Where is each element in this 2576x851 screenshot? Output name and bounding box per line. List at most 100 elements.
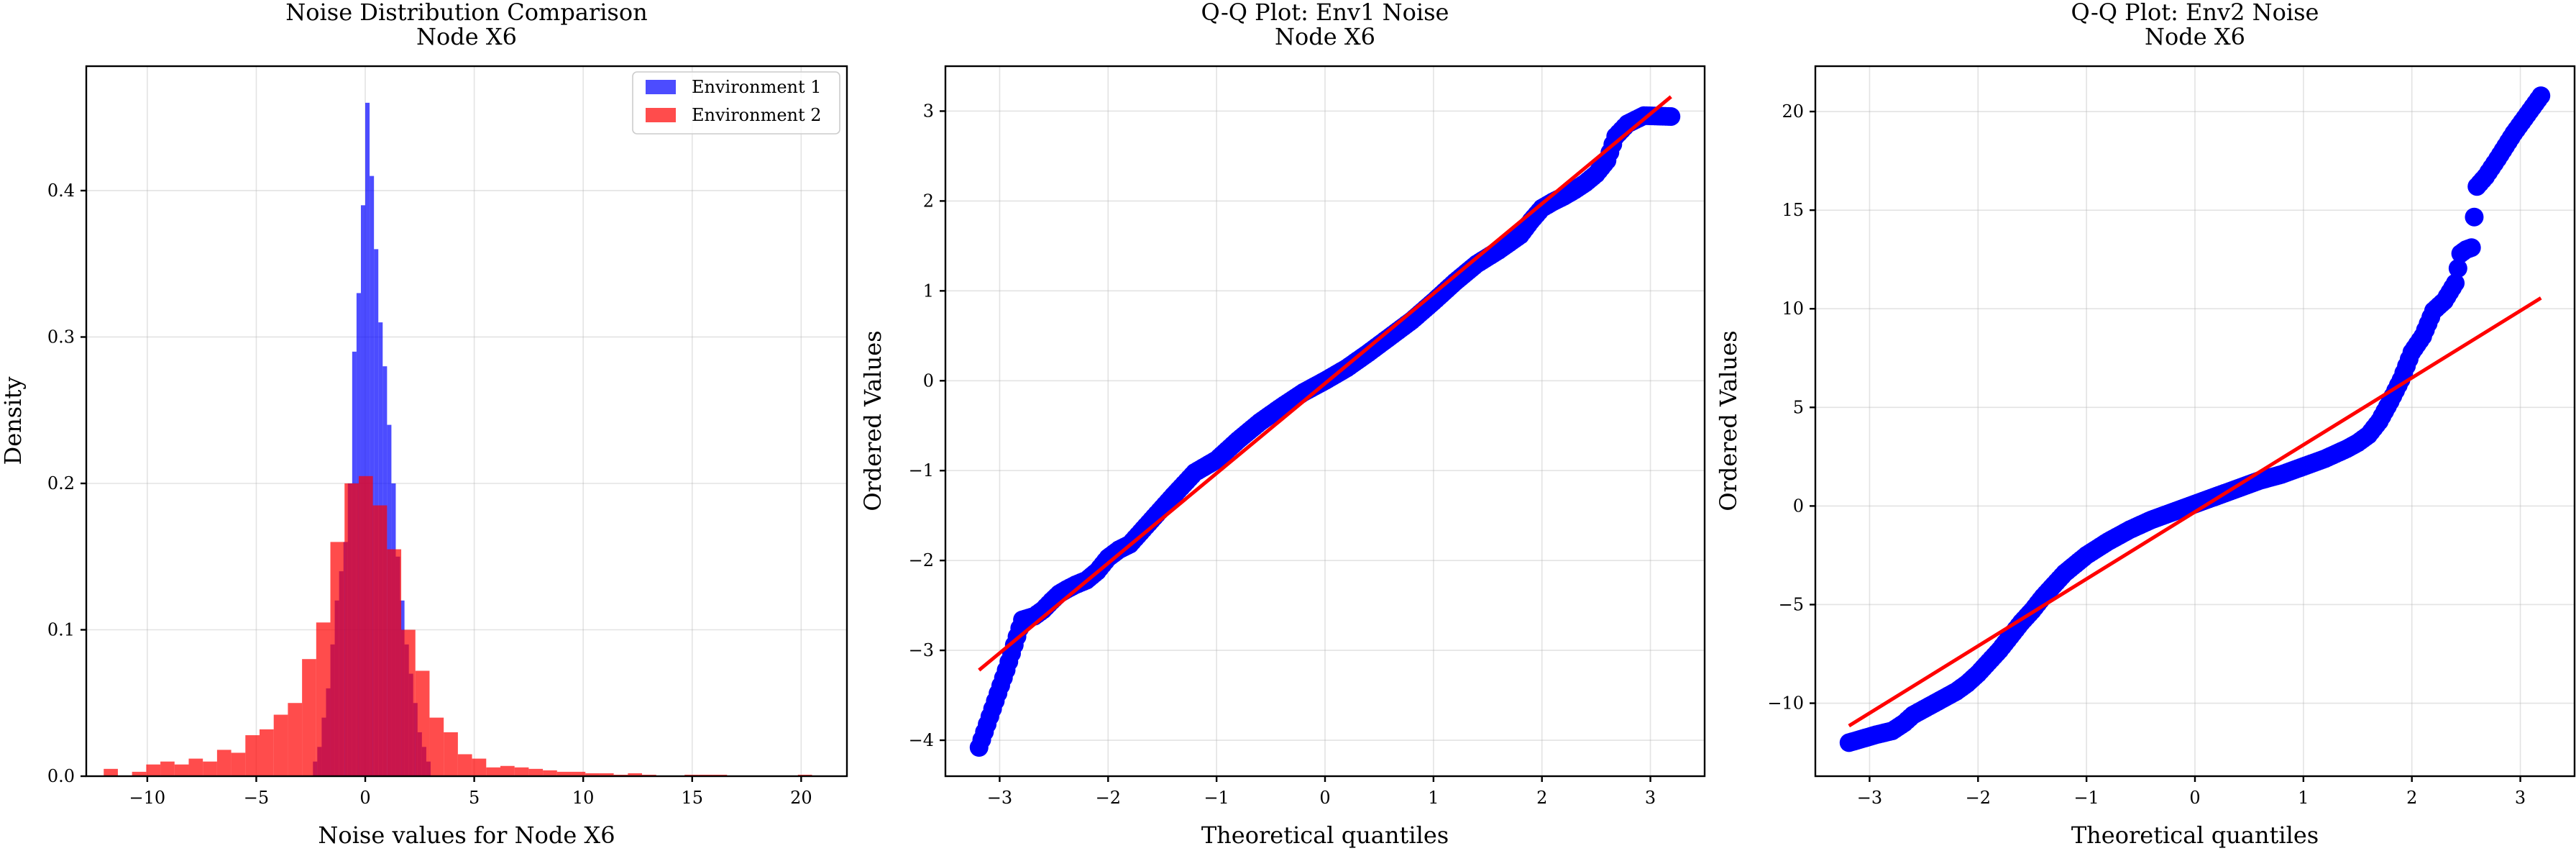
qq-env2-x-tick-label: 3 (2515, 788, 2526, 808)
qq-env2-y-tick-label: 5 (1793, 397, 1804, 417)
histogram-bar-env2 (302, 659, 316, 776)
histogram-x-tick-label: −10 (129, 788, 166, 808)
histogram-y-tick-label: 0.0 (47, 766, 75, 786)
histogram-bar-env2 (429, 717, 444, 776)
histogram-x-ticks: −10 −5 0 5 10 15 20 (129, 776, 812, 808)
qq-env2-x-tick-label: −3 (1857, 788, 1882, 808)
histogram-bar-env2 (457, 754, 472, 776)
histogram-legend: Environment 1 Environment 2 (632, 71, 840, 135)
histogram-y-ticks: 0.0 0.1 0.2 0.3 0.4 (47, 181, 86, 786)
qq-env1-x-tick-label: 1 (1428, 788, 1439, 808)
histogram-bar-env2 (288, 703, 303, 776)
histogram-y-tick-label: 0.1 (47, 619, 75, 640)
qq-env2-x-axis-label: Theoretical quantiles (2071, 822, 2319, 849)
qq-env1-marks (969, 95, 1681, 757)
qq-env1-x-tick-label: 0 (1319, 788, 1330, 808)
qq-env2-point (2446, 273, 2465, 293)
qq-env1-x-tick-label: 2 (1536, 788, 1547, 808)
qq-env1-y-tick-label: 2 (923, 191, 934, 211)
qq-env1-y-tick-label: 1 (923, 281, 934, 301)
histogram-x-tick-label: 10 (572, 788, 595, 808)
qq-env1-title: Q-Q Plot: Env1 Noise (1201, 0, 1449, 26)
histogram-x-tick-label: −5 (244, 788, 269, 808)
histogram-bar-env2 (188, 758, 203, 776)
qq-env2-marks (1839, 86, 2551, 752)
histogram-bar-env2 (599, 773, 614, 776)
histogram-y-tick-label: 0.3 (47, 327, 75, 347)
qq-env1-x-axis-label: Theoretical quantiles (1201, 822, 1449, 849)
histogram-bar-env2 (216, 750, 232, 776)
histogram-y-tick-label: 0.4 (47, 181, 75, 201)
qq-env2-y-tick-label: 10 (1782, 299, 1804, 319)
histogram-bar-env2 (387, 549, 402, 776)
panel-qq-env2: Q-Q Plot: Env2 Noise Node X6 −3 −2 −1 0 1 2 3 … (1715, 0, 2576, 849)
qq-env2-y-tick-label: 20 (1782, 101, 1804, 122)
histogram-bar-env2 (273, 714, 288, 776)
qq-env2-x-tick-label: −2 (1966, 788, 1991, 808)
histogram-bar-env2 (556, 771, 572, 776)
qq-env1-x-tick-label: −2 (1096, 788, 1121, 808)
legend-box (632, 71, 840, 135)
histogram-bar-env2 (543, 770, 557, 776)
qq-env1-point (1661, 106, 1681, 126)
qq-env2-y-tick-label: −10 (1767, 693, 1804, 714)
histogram-bar-env2 (203, 761, 217, 776)
histogram-bar-env2 (358, 475, 373, 776)
histogram-bar-env2 (514, 767, 529, 776)
histogram-bar-env2 (486, 767, 500, 776)
histogram-bar-env2 (104, 768, 118, 776)
qq-env1-y-tick-label: −3 (909, 640, 934, 660)
qq-env1-grid (945, 66, 1705, 776)
histogram-bar-env2 (330, 542, 345, 776)
qq-env2-point (2448, 259, 2467, 278)
panel-qq-env1: Q-Q Plot: Env1 Noise Node X6 −3 −2 −1 0 1 2 3 … (859, 0, 1706, 849)
qq-env2-grid (1815, 66, 2575, 776)
qq-env1-x-tick-label: −1 (1204, 788, 1229, 808)
histogram-bar-env2 (132, 771, 147, 776)
qq-env2-point (2531, 86, 2551, 106)
qq-env2-point (2465, 207, 2484, 227)
qq-env2-y-tick-label: −5 (1779, 594, 1804, 614)
qq-env2-x-tick-label: 2 (2406, 788, 2417, 808)
qq-env2-y-axis-label: Ordered Values (1715, 330, 1742, 511)
qq-env1-y-ticks: −4 −3 −2 −1 0 1 2 3 (909, 101, 945, 750)
histogram-subtitle: Node X6 (416, 23, 517, 50)
histogram-bar-env2 (160, 761, 175, 776)
legend-label-environment-2: Environment 2 (692, 105, 822, 125)
qq-env2-reference-line (1848, 296, 2542, 728)
qq-env1-x-tick-label: −3 (987, 788, 1012, 808)
histogram-bar-env1 (365, 102, 370, 776)
histogram-bar-env2 (628, 773, 643, 776)
qq-env2-subtitle: Node X6 (2145, 23, 2245, 50)
qq-env2-x-tick-label: 0 (2189, 788, 2200, 808)
histogram-bar-env2 (472, 758, 487, 776)
histogram-x-tick-label: 15 (681, 788, 703, 808)
histogram-bar-env2 (500, 765, 515, 776)
histogram-bar-env2 (316, 622, 331, 776)
histogram-bar-env2 (571, 771, 586, 776)
qq-env1-y-tick-label: 0 (923, 370, 934, 391)
qq-env1-y-tick-label: −4 (909, 730, 934, 750)
qq-env1-y-axis-label: Ordered Values (859, 330, 886, 511)
legend-swatch-environment-1 (646, 80, 676, 94)
histogram-y-tick-label: 0.2 (47, 473, 75, 493)
qq-env2-title: Q-Q Plot: Env2 Noise (2071, 0, 2319, 26)
histogram-bar-env2 (231, 752, 246, 776)
qq-env2-y-ticks: −10 −5 0 5 10 15 20 (1767, 101, 1815, 714)
qq-env1-reference-line (978, 95, 1672, 672)
qq-env1-y-tick-label: −1 (909, 460, 934, 481)
histogram-x-axis-label: Noise values for Node X6 (318, 822, 615, 849)
histogram-x-tick-label: 0 (359, 788, 370, 808)
qq-env2-x-ticks: −3 −2 −1 0 1 2 3 (1857, 776, 2526, 808)
qq-env2-x-tick-label: −1 (2073, 788, 2099, 808)
legend-swatch-environment-2 (646, 108, 676, 122)
histogram-x-tick-label: 20 (790, 788, 812, 808)
histogram-bar-env2 (585, 773, 600, 776)
histogram-bar-env2 (174, 764, 189, 776)
histogram-bar-env2 (401, 629, 416, 776)
histogram-bar-env2 (245, 735, 260, 776)
histogram-title: Noise Distribution Comparison (285, 0, 647, 26)
qq-env1-x-ticks: −3 −2 −1 0 1 2 3 (987, 776, 1656, 808)
qq-env2-point (2462, 238, 2481, 258)
